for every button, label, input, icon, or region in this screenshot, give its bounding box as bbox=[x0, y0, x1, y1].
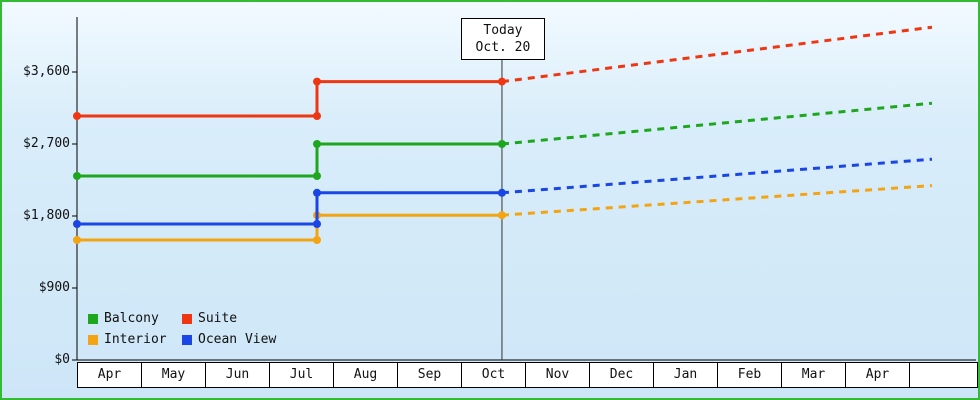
legend-item-suite: Suite bbox=[182, 311, 237, 326]
series-marker-suite bbox=[313, 77, 321, 86]
y-axis-label-900: $900 bbox=[38, 280, 70, 295]
x-axis-month-jun-2: Jun bbox=[205, 362, 270, 388]
series-marker-suite bbox=[313, 112, 321, 120]
legend-item-interior: Interior bbox=[88, 332, 182, 347]
series-marker-ocean-view bbox=[73, 220, 81, 228]
series-projection-balcony bbox=[501, 101, 933, 146]
legend-swatch-interior bbox=[88, 334, 98, 345]
today-annotation-title: Today bbox=[483, 23, 523, 38]
legend-swatch-suite bbox=[182, 313, 192, 324]
legend-label-interior: Interior bbox=[104, 332, 167, 347]
series-line-suite bbox=[77, 80, 502, 118]
series-marker-balcony bbox=[313, 140, 321, 148]
legend-label-balcony: Balcony bbox=[104, 311, 159, 326]
x-axis-cell-empty bbox=[909, 362, 978, 388]
series-projection-suite bbox=[501, 25, 933, 84]
x-axis-month-dec-8: Dec bbox=[589, 362, 654, 388]
x-axis-month-sep-5: Sep bbox=[397, 362, 462, 388]
legend-row-2: Interior Ocean View bbox=[88, 329, 276, 350]
legend-label-ocean-view: Ocean View bbox=[198, 332, 277, 347]
legend-swatch-balcony bbox=[88, 313, 98, 324]
series-line-interior bbox=[77, 213, 502, 242]
legend-item-ocean-view: Ocean View bbox=[182, 332, 276, 347]
x-axis-month-mar-11: Mar bbox=[781, 362, 846, 388]
series-projection-ocean-view bbox=[501, 157, 933, 195]
series-marker-balcony bbox=[497, 140, 506, 148]
legend: Balcony Suite Interior Ocean View bbox=[88, 308, 276, 350]
legend-label-suite: Suite bbox=[198, 311, 238, 326]
series-marker-ocean-view bbox=[313, 188, 321, 197]
series-marker-ocean-view bbox=[313, 220, 321, 228]
x-axis-month-nov-7: Nov bbox=[525, 362, 590, 388]
series-marker-interior bbox=[313, 236, 321, 244]
x-axis-month-apr-12: Apr bbox=[845, 362, 910, 388]
x-axis-month-apr-0: Apr bbox=[77, 362, 142, 388]
y-axis-label-3600: $3,600 bbox=[23, 64, 70, 79]
legend-row-1: Balcony Suite bbox=[88, 308, 276, 329]
x-axis-month-aug-4: Aug bbox=[333, 362, 398, 388]
series-marker-ocean-view bbox=[497, 188, 506, 197]
series-projection-interior bbox=[501, 184, 933, 217]
y-axis-label-2700: $2,700 bbox=[23, 136, 70, 151]
x-axis-month-feb-10: Feb bbox=[717, 362, 782, 388]
x-axis-month-may-1: May bbox=[141, 362, 206, 388]
series-marker-interior bbox=[73, 236, 81, 244]
x-axis-month-jul-3: Jul bbox=[269, 362, 334, 388]
series-line-ocean-view bbox=[77, 191, 502, 226]
series-marker-balcony bbox=[313, 172, 321, 180]
series-marker-suite bbox=[497, 77, 506, 86]
series-line-balcony bbox=[77, 142, 502, 178]
series-marker-balcony bbox=[73, 172, 81, 180]
x-axis-month-jan-9: Jan bbox=[653, 362, 718, 388]
series-marker-interior bbox=[497, 211, 506, 220]
today-annotation-date: Oct. 20 bbox=[475, 40, 531, 55]
x-axis-month-oct-6: Oct bbox=[461, 362, 526, 388]
series-marker-suite bbox=[73, 112, 81, 120]
y-axis-label-1800: $1,800 bbox=[23, 208, 70, 223]
legend-swatch-ocean-view bbox=[182, 334, 192, 345]
legend-item-balcony: Balcony bbox=[88, 311, 182, 326]
today-annotation: Today Oct. 20 bbox=[460, 18, 545, 60]
y-axis-label-0: $0 bbox=[54, 352, 70, 367]
